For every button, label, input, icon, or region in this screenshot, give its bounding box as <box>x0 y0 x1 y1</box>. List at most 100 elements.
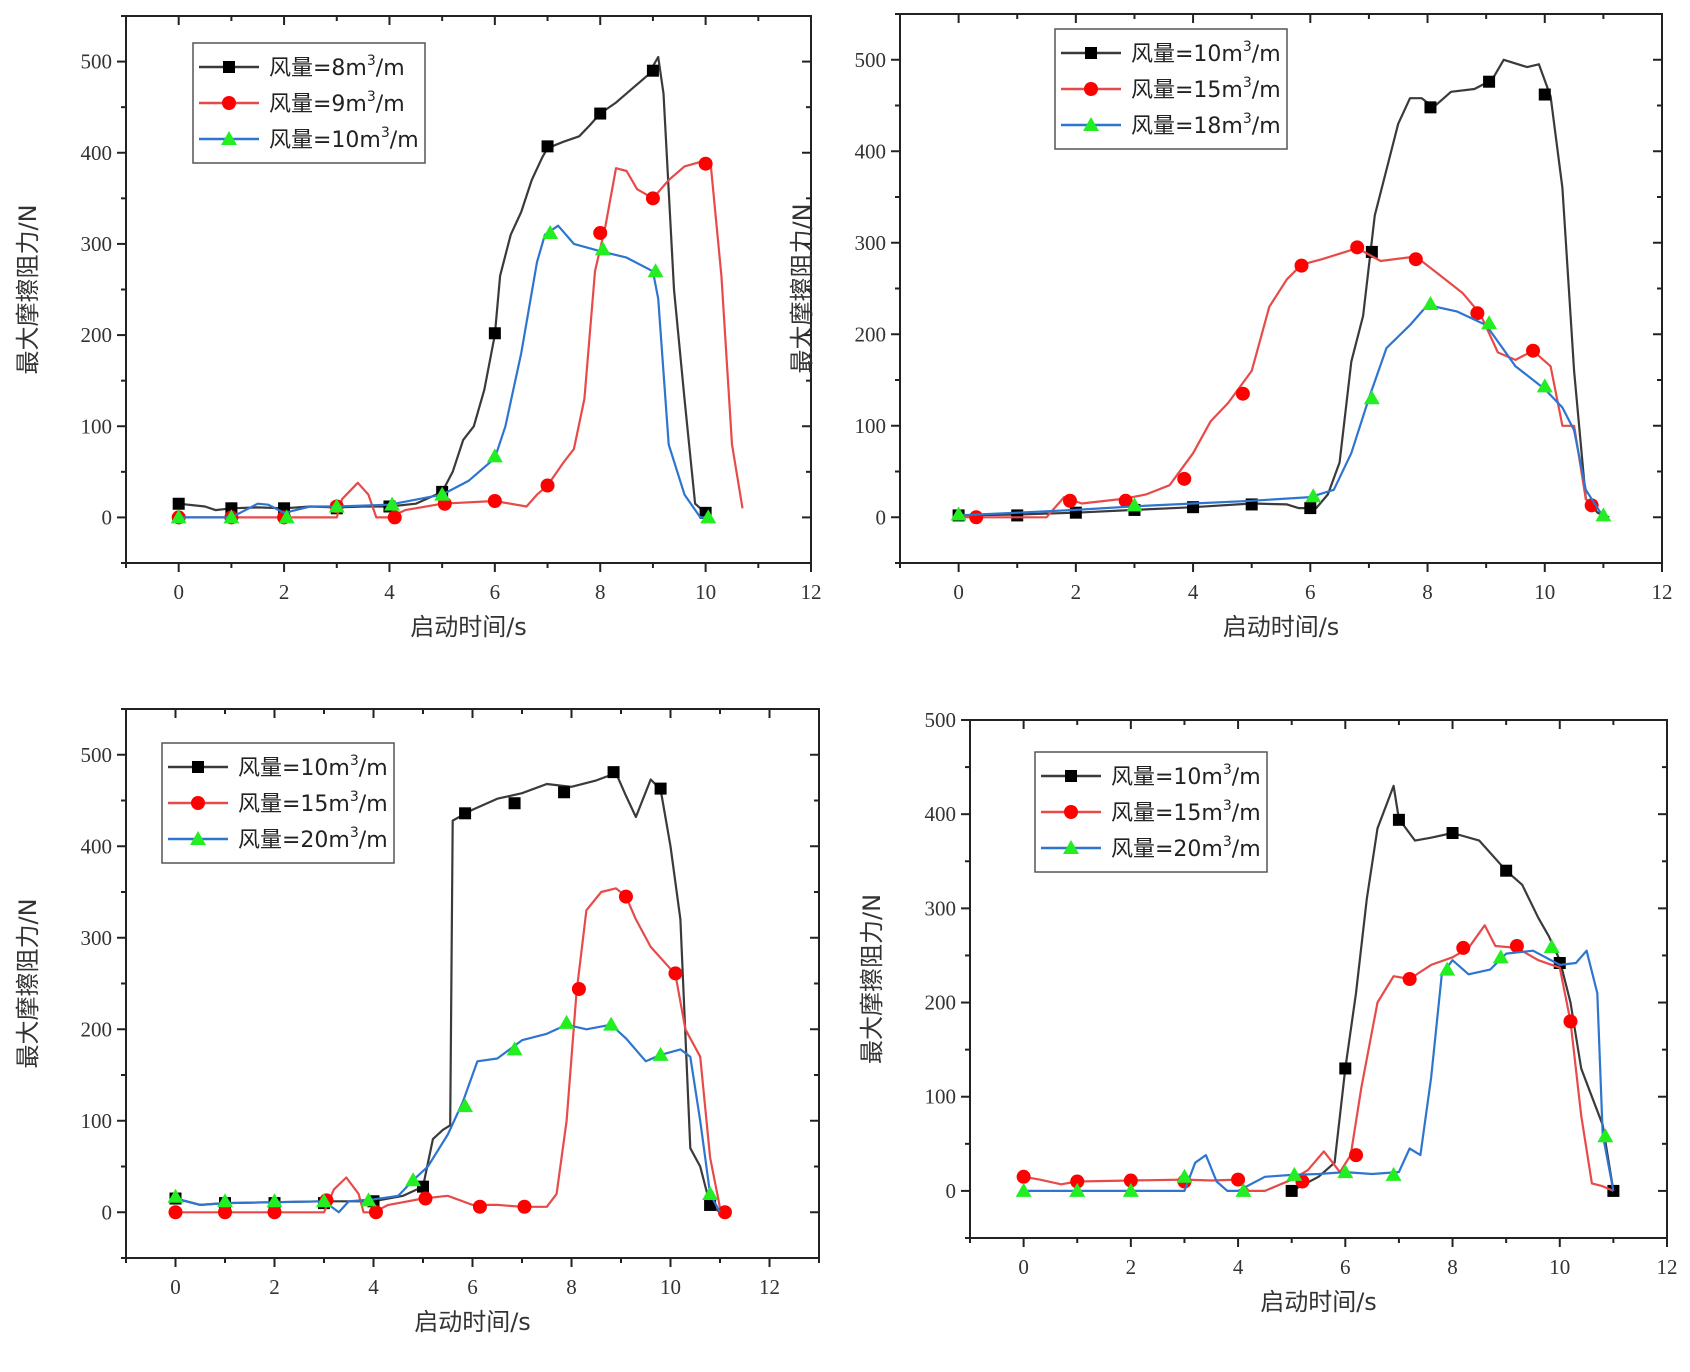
legend-marker <box>1085 47 1097 59</box>
data-point <box>457 1098 474 1113</box>
x-tick-label: 12 <box>1657 1255 1678 1279</box>
x-tick-label: 12 <box>801 580 822 604</box>
x-tick-label: 0 <box>1018 1255 1029 1279</box>
data-point <box>1500 864 1513 877</box>
legend-item: 风量=10m3/m <box>199 125 419 153</box>
y-tick-label: 0 <box>946 1179 957 1203</box>
data-point <box>1118 493 1133 508</box>
data-point <box>1349 1148 1364 1163</box>
x-tick-label: 2 <box>279 580 290 604</box>
data-point <box>1597 1128 1614 1143</box>
data-point <box>1363 390 1380 405</box>
x-tick-label: 10 <box>1549 1255 1570 1279</box>
chart-panel-bottom-left: 0 2 4 6 8 10 12 0 100 200 300 400 500 启动时间/s 最大摩擦阻力/N 风… <box>14 708 820 1336</box>
data-point <box>1235 386 1250 401</box>
y-tick-label: 0 <box>102 505 113 529</box>
data-point <box>969 510 984 525</box>
data-point <box>654 782 667 795</box>
data-point <box>1422 296 1439 311</box>
series-line <box>958 303 1605 518</box>
x-axis-title: 启动时间/s <box>1260 1288 1377 1316</box>
series-3 <box>1015 938 1615 1197</box>
data-point <box>1350 240 1365 255</box>
y-axis: 0 100 200 300 400 500 <box>925 708 1667 1239</box>
data-point <box>1011 509 1024 522</box>
data-point <box>170 509 187 524</box>
data-point <box>486 448 503 463</box>
data-point <box>434 486 451 501</box>
data-point <box>1392 813 1405 826</box>
y-tick-label: 300 <box>81 926 113 950</box>
data-point <box>1408 252 1423 267</box>
legend-marker <box>221 131 237 145</box>
legend-label: 风量=15m3/m <box>1131 75 1281 103</box>
data-point <box>618 889 633 904</box>
data-point <box>387 510 402 525</box>
data-point <box>1069 506 1082 519</box>
legend: 风量=10m3/m 风量=15m3/m 风量=18m3/m <box>1054 28 1288 150</box>
x-tick-label: 4 <box>384 580 395 604</box>
data-point <box>1062 493 1077 508</box>
legend-label: 风量=8m3/m <box>269 53 405 81</box>
y-tick-label: 400 <box>925 802 957 826</box>
x-tick-label: 6 <box>1305 580 1316 604</box>
x-axis: 0 2 4 6 8 10 12 <box>899 14 1673 604</box>
data-point <box>384 496 401 511</box>
x-tick-label: 2 <box>1126 1255 1137 1279</box>
y-tick-label: 200 <box>855 322 887 346</box>
y-axis: 0 100 200 300 400 500 <box>855 13 1662 564</box>
data-point <box>368 1205 383 1220</box>
y-axis-title: 最大摩擦阻力/N <box>788 203 816 373</box>
data-point <box>541 140 554 153</box>
data-point <box>1526 343 1541 358</box>
x-axis: 0 2 4 6 8 10 12 <box>125 16 822 604</box>
legend-marker <box>1084 82 1098 96</box>
chart-panel-bottom-right: 0 2 4 6 8 10 12 0 100 200 300 400 500 启动时间/s 最大摩擦阻力/N 风… <box>858 708 1678 1316</box>
series-line <box>1023 949 1615 1192</box>
x-tick-label: 2 <box>269 1275 280 1299</box>
data-point <box>950 506 967 521</box>
data-point <box>218 1205 232 1220</box>
series-1 <box>1285 784 1620 1197</box>
data-point <box>1016 1169 1031 1184</box>
x-tick-label: 6 <box>467 1275 478 1299</box>
data-point <box>1231 1172 1246 1187</box>
series-2 <box>958 240 1599 525</box>
data-point <box>1123 1173 1138 1188</box>
data-point <box>594 107 607 120</box>
data-point <box>668 966 683 981</box>
x-axis: 0 2 4 6 8 10 12 <box>125 709 820 1299</box>
data-point <box>1294 258 1309 273</box>
data-point <box>1439 961 1456 976</box>
y-tick-label: 100 <box>925 1085 957 1109</box>
x-tick-label: 8 <box>595 580 606 604</box>
series-line <box>178 224 706 519</box>
y-tick-label: 300 <box>925 896 957 920</box>
x-tick-label: 6 <box>1340 1255 1351 1279</box>
y-tick-label: 300 <box>855 231 887 255</box>
y-tick-label: 200 <box>81 1017 113 1041</box>
series-2 <box>1016 924 1614 1192</box>
data-point <box>172 497 185 510</box>
data-point <box>223 509 240 524</box>
legend: 风量=10m3/m 风量=15m3/m 风量=20m3/m <box>161 742 395 864</box>
data-point <box>603 1016 620 1031</box>
data-point <box>217 1193 233 1208</box>
legend-label: 风量=10m3/m <box>238 753 388 781</box>
data-point <box>717 1205 732 1220</box>
series-3 <box>170 224 717 524</box>
data-point <box>1470 306 1485 321</box>
legend-marker <box>222 96 236 110</box>
data-point <box>1176 1168 1193 1183</box>
x-tick-label: 8 <box>566 1275 577 1299</box>
data-point <box>698 156 713 171</box>
data-point <box>278 509 295 524</box>
legend-label: 风量=9m3/m <box>269 89 405 117</box>
x-tick-label: 8 <box>1447 1255 1458 1279</box>
series-line <box>1023 924 1614 1192</box>
series-2 <box>171 156 744 525</box>
y-axis-title: 最大摩擦阻力/N <box>14 898 42 1068</box>
legend-item: 风量=20m3/m <box>1041 834 1261 862</box>
data-point <box>1305 488 1322 503</box>
data-point <box>1536 378 1553 393</box>
